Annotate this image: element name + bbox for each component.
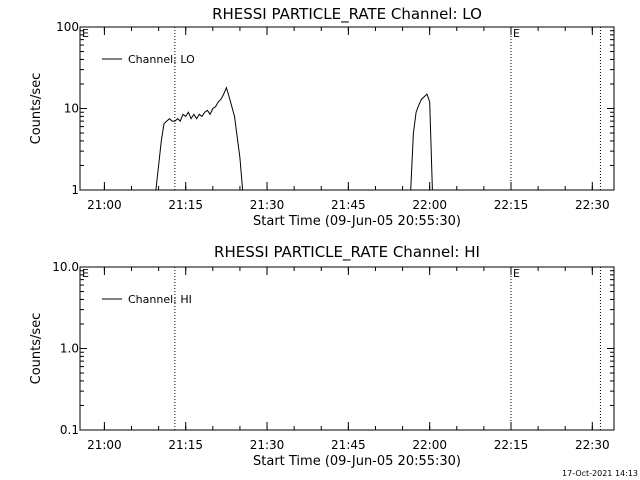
y-axis-label: Counts/sec — [29, 313, 44, 385]
y-tick-label: 10.0 — [52, 260, 79, 274]
chart-title: RHESSI PARTICLE_RATE Channel: LO — [212, 5, 482, 24]
chart-lo: RHESSI PARTICLE_RATE Channel: LO 1 10 100 21… — [29, 5, 615, 229]
chart-title: RHESSI PARTICLE_RATE Channel: HI — [214, 243, 480, 262]
x-tick-label: 21:15 — [168, 438, 203, 452]
edge-annotation: E — [513, 267, 520, 280]
x-tick-label: 21:45 — [331, 438, 366, 452]
footer-timestamp: 17-Oct-2021 14:13 — [562, 469, 638, 478]
x-tick-label: 22:15 — [494, 198, 529, 212]
x-axis-label: Start Time (09-Jun-05 20:55:30) — [253, 214, 461, 229]
y-tick-label: 100 — [56, 20, 79, 34]
series-line — [155, 86, 244, 191]
x-axis-label: Start Time (09-Jun-05 20:55:30) — [253, 454, 461, 469]
x-tick-label: 22:30 — [575, 438, 610, 452]
plot-frame — [79, 26, 615, 191]
x-tick-label: 22:00 — [412, 438, 447, 452]
chart-hi: RHESSI PARTICLE_RATE Channel: HI 0.1 1.0 10… — [29, 243, 615, 469]
x-tick-label: 22:00 — [412, 198, 447, 212]
legend-entry: Channel: HI — [128, 293, 192, 306]
x-tick-label: 21:30 — [250, 438, 285, 452]
edge-annotation: E — [82, 27, 89, 40]
x-tick-label: 21:45 — [331, 198, 366, 212]
x-tick-label: 22:30 — [575, 198, 610, 212]
y-tick-label: 10 — [64, 102, 79, 116]
legend-entry: Channel: LO — [128, 53, 195, 66]
y-axis-label: Counts/sec — [29, 73, 44, 145]
x-tick-label: 21:15 — [168, 198, 203, 212]
y-tick-label: 0.1 — [60, 423, 79, 437]
edge-annotation: E — [82, 267, 89, 280]
y-tick-label: 1.0 — [60, 342, 79, 356]
plot-frame — [79, 266, 615, 431]
y-tick-label: 1 — [71, 183, 79, 197]
edge-annotation: E — [513, 27, 520, 40]
x-tick-label: 21:30 — [250, 198, 285, 212]
series-line — [410, 93, 433, 191]
x-tick-label: 22:15 — [494, 438, 529, 452]
x-tick-label: 21:00 — [87, 198, 122, 212]
x-tick-label: 21:00 — [87, 438, 122, 452]
